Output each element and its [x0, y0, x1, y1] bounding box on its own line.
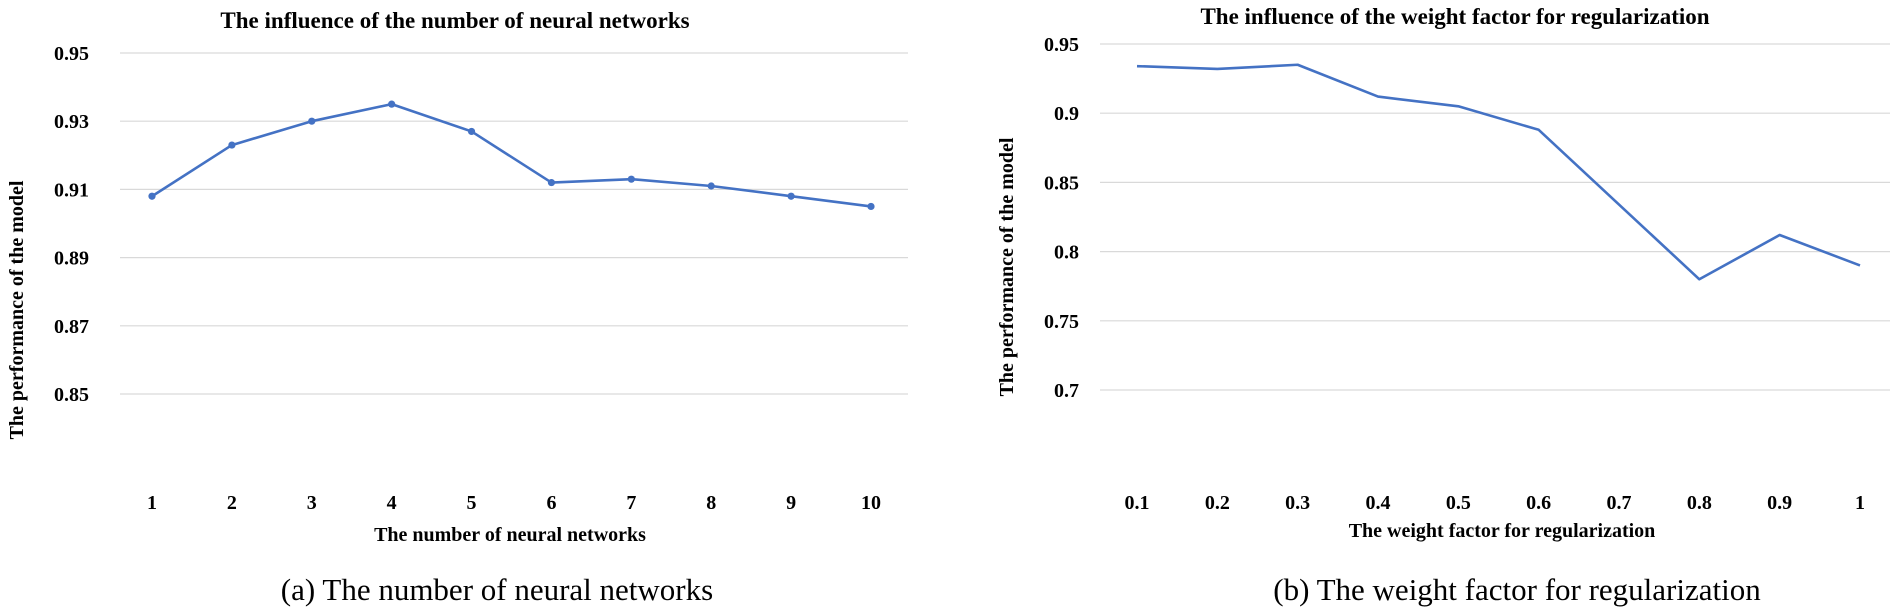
chart-b-x-tick-label: 0.6 [1526, 492, 1551, 514]
chart-b-x-tick-label: 0.5 [1446, 492, 1471, 514]
chart-a-data-point [388, 100, 396, 108]
chart-b-x-tick-label: 0.9 [1767, 492, 1792, 514]
chart-a-title: The influence of the number of neural ne… [220, 8, 689, 33]
chart-b-y-axis-title: The performance of the model [996, 137, 1018, 396]
chart-a-data-point [787, 192, 795, 200]
chart-b-y-tick-label: 0.7 [1054, 380, 1079, 402]
chart-a-caption: (a) The number of neural networks [281, 572, 713, 607]
chart-b-y-tick-label: 0.95 [1044, 34, 1079, 56]
chart-a-x-tick-label: 10 [861, 492, 881, 514]
chart-b-x-tick-label: 0.2 [1205, 492, 1230, 514]
chart-a-x-tick-label: 7 [626, 492, 636, 514]
chart-a-data-point [148, 192, 156, 200]
chart-a-data-point [467, 127, 476, 136]
chart-a-x-tick-label: 5 [467, 492, 477, 514]
chart-a-x-tick-label: 8 [706, 492, 716, 514]
chart-b: The influence of the weight factor for r… [996, 4, 1890, 607]
chart-a-y-tick-label: 0.93 [54, 111, 89, 133]
chart-a-data-point [867, 202, 875, 211]
chart-b-series [1136, 63, 1861, 281]
chart-a-y-tick-label: 0.95 [54, 43, 89, 65]
chart-b-y-tick-label: 0.9 [1054, 103, 1079, 125]
chart-b-x-tick-label: 0.8 [1687, 492, 1712, 514]
chart-a-y-ticks: 0.85 0.87 0.89 0.91 0.93 0.95 [54, 43, 89, 406]
chart-a-data-point [228, 141, 236, 149]
chart-b-x-tick-label: 0.1 [1125, 492, 1150, 514]
chart-a-y-tick-label: 0.89 [54, 248, 89, 270]
chart-a-data-point [627, 175, 635, 183]
chart-a-y-tick-label: 0.91 [54, 179, 89, 201]
chart-b-x-tick-label: 0.4 [1366, 492, 1391, 514]
chart-a-x-ticks: 1 2 3 4 5 6 7 8 9 10 [147, 492, 881, 514]
chart-b-y-tick-label: 0.75 [1044, 311, 1079, 333]
chart-b-x-ticks: 0.1 0.2 0.3 0.4 0.5 0.6 0.7 0.8 0.9 1 [1125, 492, 1866, 514]
chart-a-data-point [707, 182, 715, 190]
chart-a-y-axis-title: The performance of the model [6, 180, 28, 439]
chart-a-series-line [151, 102, 872, 208]
chart-b-y-tick-label: 0.85 [1044, 172, 1079, 194]
chart-b-x-tick-label: 0.3 [1285, 492, 1310, 514]
chart-a-x-tick-label: 6 [546, 492, 556, 514]
chart-b-gridlines [1100, 43, 1890, 391]
chart-b-x-axis-title: The weight factor for regularization [1349, 520, 1656, 542]
chart-a-data-point [547, 178, 556, 187]
chart-a-data-point [308, 117, 316, 125]
chart-b-y-ticks: 0.7 0.75 0.8 0.85 0.9 0.95 [1044, 34, 1079, 402]
chart-b-x-tick-label: 1 [1855, 492, 1865, 514]
chart-a-x-tick-label: 1 [147, 492, 157, 514]
chart-a-series [148, 100, 875, 211]
chart-a-gridlines [120, 52, 908, 395]
chart-a-y-tick-label: 0.87 [54, 316, 89, 338]
chart-b-caption: (b) The weight factor for regularization [1273, 572, 1761, 607]
chart-b-series-line [1136, 63, 1861, 281]
chart-a-x-tick-label: 2 [227, 492, 237, 514]
chart-a-x-tick-label: 4 [387, 492, 397, 514]
chart-a-x-tick-label: 9 [786, 492, 796, 514]
chart-a-x-axis-title: The number of neural networks [374, 524, 646, 546]
chart-a-x-tick-label: 3 [307, 492, 317, 514]
chart-b-y-tick-label: 0.8 [1054, 242, 1079, 264]
chart-b-title: The influence of the weight factor for r… [1200, 4, 1709, 29]
chart-a-y-tick-label: 0.85 [54, 384, 89, 406]
chart-b-x-tick-label: 0.7 [1607, 492, 1632, 514]
chart-a: The influence of the number of neural ne… [6, 8, 908, 607]
